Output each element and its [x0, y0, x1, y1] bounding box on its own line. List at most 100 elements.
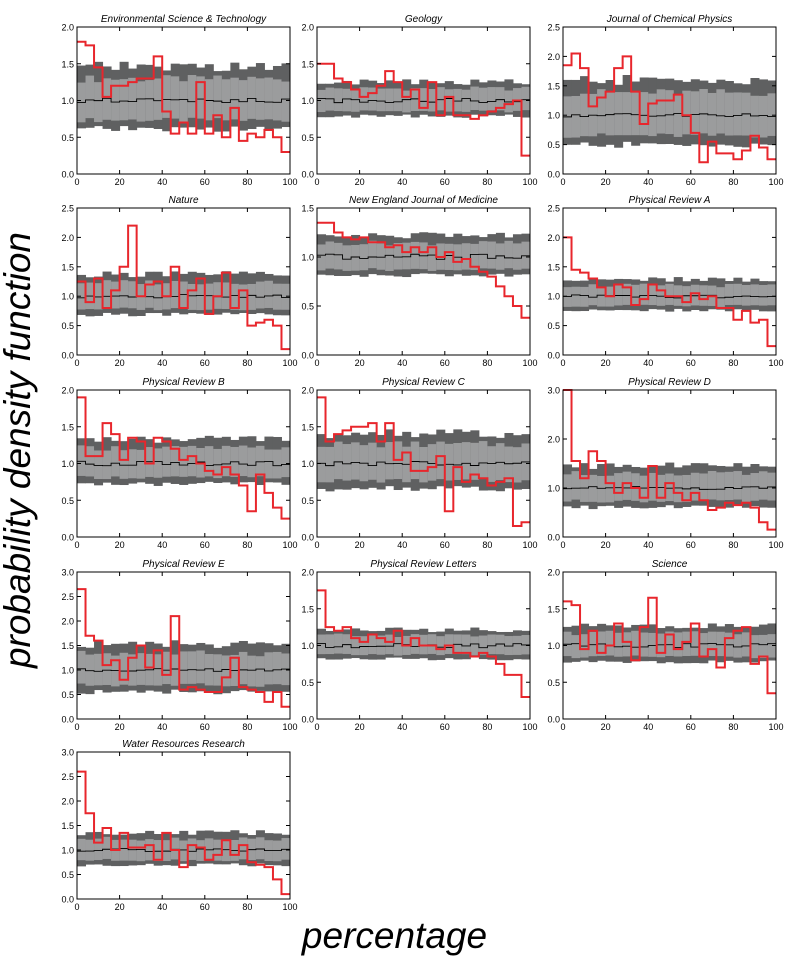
- band-inner: [272, 283, 282, 310]
- x-tick-label: 100: [768, 540, 783, 550]
- panel: 0.0 0.5 1.0 1.5 2.0 0 20 40 60 80 100 Science: [547, 559, 783, 732]
- x-tick-label: 0: [560, 177, 565, 187]
- band-inner: [741, 632, 751, 657]
- band-inner: [170, 280, 180, 309]
- y-tick-label: 1.0: [61, 96, 74, 106]
- x-tick-label: 60: [440, 358, 450, 368]
- x-tick-label: 60: [440, 540, 450, 550]
- y-tick-label: 2.0: [301, 568, 314, 578]
- x-tick-label: 20: [115, 358, 125, 368]
- panel: 0.0 1.0 2.0 3.0 0 20 40 60 80 100 Physical Review …: [547, 377, 783, 550]
- plot-frame: [562, 389, 777, 538]
- band-inner: [342, 634, 352, 654]
- x-tick-label: 80: [728, 358, 738, 368]
- plot-frame: [316, 207, 531, 356]
- band-inner: [351, 636, 361, 656]
- band-inner: [402, 90, 412, 113]
- band-inner: [238, 80, 248, 121]
- band-inner: [196, 76, 206, 119]
- band-inner: [504, 90, 514, 113]
- x-tick-label: 80: [728, 540, 738, 550]
- band-inner: [470, 86, 480, 110]
- band-inner: [102, 280, 112, 308]
- y-tick-label: 1.5: [301, 204, 314, 214]
- y-tick-label: 2.0: [547, 568, 560, 578]
- band-inner: [724, 92, 734, 136]
- panel: 0.0 0.5 1.0 1.5 2.0 0 20 40 60 80 100 Physical Revi…: [301, 377, 537, 550]
- x-tick-label: 0: [560, 540, 565, 550]
- band-inner: [487, 87, 497, 111]
- band-inner: [767, 284, 777, 306]
- band-inner: [128, 281, 138, 309]
- band-inner: [255, 445, 265, 477]
- band-inner: [724, 471, 734, 501]
- x-tick-label: 40: [397, 358, 407, 368]
- band-inner: [699, 473, 709, 502]
- band-inner: [145, 80, 155, 121]
- x-tick-label: 0: [74, 358, 79, 368]
- band-inner: [385, 634, 395, 655]
- y-tick-label: 1.5: [301, 422, 314, 432]
- y-tick-label: 0.5: [61, 690, 74, 700]
- y-tick-label: 1.0: [547, 292, 560, 302]
- band-inner: [204, 283, 214, 310]
- observed-series-line: [77, 588, 290, 708]
- x-tick-label: 40: [643, 358, 653, 368]
- band-inner: [204, 446, 214, 477]
- band-inner: [690, 472, 700, 501]
- band-inner: [699, 633, 709, 657]
- band-inner: [716, 631, 726, 657]
- band-inner: [230, 77, 240, 120]
- band-inner: [204, 654, 214, 686]
- band-inner: [179, 446, 189, 477]
- panel: 0.0 0.5 1.0 1.5 2.0 2.5 0 20 40 60 80 100 Journal of…: [547, 14, 783, 187]
- band-inner: [665, 283, 675, 305]
- band-inner: [614, 632, 624, 657]
- band-inner: [85, 654, 95, 686]
- x-tick-label: 100: [282, 177, 297, 187]
- band-inner: [512, 243, 522, 270]
- band-inner: [187, 75, 197, 118]
- x-tick-label: 20: [355, 540, 365, 550]
- observed-series-line: [317, 396, 530, 527]
- band-inner: [179, 81, 189, 122]
- band-inner: [136, 653, 146, 685]
- band-inner: [571, 286, 581, 307]
- band-inner: [281, 283, 291, 310]
- panel-title: Water Resources Research: [122, 739, 245, 750]
- panel: 0.0 0.5 1.0 1.5 0 20 40 60 80 100 New England Jour…: [301, 195, 537, 368]
- band-inner: [504, 446, 514, 483]
- x-tick-label: 100: [282, 540, 297, 550]
- band-inner: [639, 283, 649, 305]
- band-inner: [478, 441, 488, 479]
- observed-series-line: [563, 596, 776, 695]
- band-inner: [94, 450, 104, 480]
- band-inner: [665, 631, 675, 656]
- band-inner: [504, 636, 514, 656]
- band-inner: [94, 653, 104, 686]
- band-inner: [563, 474, 573, 502]
- band-inner: [342, 444, 352, 481]
- x-tick-label: 0: [314, 540, 319, 550]
- y-tick-label: 0.5: [547, 140, 560, 150]
- observed-series-line: [77, 396, 290, 520]
- x-tick-label: 80: [482, 540, 492, 550]
- band-inner: [334, 242, 344, 270]
- band-inner: [495, 634, 505, 655]
- y-tick-label: 1.5: [61, 641, 74, 651]
- x-tick-label: 80: [482, 722, 492, 732]
- panel-title: Geology: [405, 14, 443, 25]
- y-tick-label: 0.5: [61, 870, 74, 880]
- x-tick-label: 40: [397, 722, 407, 732]
- band-inner: [767, 93, 777, 136]
- band-inner: [77, 445, 87, 476]
- band-inner: [111, 281, 121, 309]
- panel: 0.0 0.5 1.0 1.5 2.0 2.5 3.0 0 20 40 60 80 100 Water R…: [61, 739, 297, 912]
- band-inner: [264, 77, 274, 120]
- x-tick-label: 0: [314, 177, 319, 187]
- band-inner: [272, 449, 282, 479]
- band-inner: [639, 632, 649, 657]
- observed-series-line: [317, 589, 530, 698]
- y-tick-label: 0.0: [547, 533, 560, 543]
- y-tick-label: 1.0: [61, 459, 74, 469]
